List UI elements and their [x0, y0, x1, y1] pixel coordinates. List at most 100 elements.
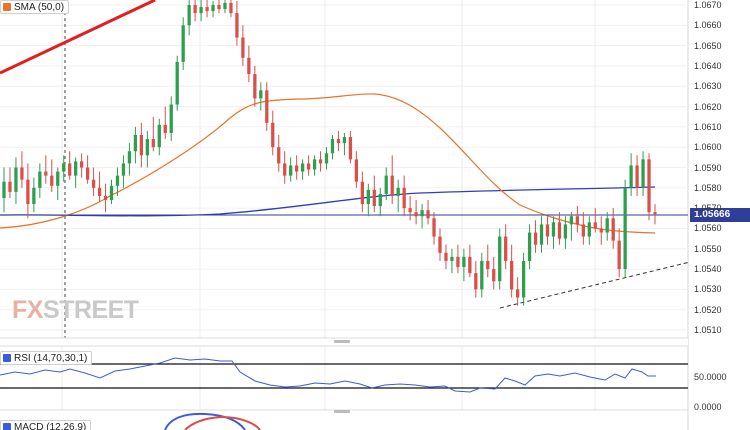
price-tick-label: 1.0510: [694, 325, 722, 335]
rsi-line: [0, 357, 656, 393]
candle-up: [38, 171, 42, 188]
candle-up: [450, 256, 454, 261]
macd-line: [164, 412, 246, 430]
candle-up: [115, 175, 120, 186]
current-price-badge: 1.05666: [690, 208, 750, 222]
candle-down: [336, 139, 341, 144]
panel-resize-handle-icon: [334, 340, 350, 343]
candle-down: [504, 236, 508, 261]
candle-up: [56, 171, 60, 186]
candle-down: [617, 240, 621, 270]
candle-down: [97, 187, 102, 196]
candle-down: [253, 74, 257, 99]
sma-short-line: [0, 93, 656, 234]
candle-up: [181, 25, 185, 62]
price-tick-label: 1.0560: [694, 223, 722, 234]
candle-up: [384, 175, 388, 194]
candle-down: [295, 165, 299, 172]
candle-down: [486, 260, 490, 270]
price-tick-label: 1.0550: [694, 243, 722, 254]
candle-up: [330, 139, 335, 154]
price-tick-label: 1.0660: [694, 20, 722, 31]
sma-legend[interactable]: SMA (50,0): [0, 0, 70, 14]
candle-down: [456, 256, 460, 268]
candle-up: [498, 236, 502, 282]
candle-down: [360, 181, 364, 205]
fxstreet-watermark-logo: FXSTREET: [12, 296, 139, 324]
candle-down: [79, 161, 84, 168]
price-tick-label: 1.0610: [694, 121, 722, 132]
candle-up: [223, 2, 227, 10]
candle-up: [62, 163, 66, 172]
candle-down: [26, 179, 30, 205]
sma-legend-label: SMA (50,0): [14, 1, 65, 13]
candle-down: [205, 7, 209, 12]
candle-up: [14, 167, 18, 192]
candle-up: [539, 224, 544, 245]
candle-up: [289, 165, 293, 176]
candle-up: [396, 187, 400, 196]
candle-up: [32, 187, 36, 205]
candle-up: [462, 256, 466, 268]
candle-up: [342, 137, 347, 144]
candle-down: [581, 224, 585, 237]
candle-up: [211, 5, 215, 12]
candle-down: [468, 256, 472, 274]
candle-down: [426, 210, 430, 219]
sma-long-line: [0, 186, 656, 217]
candle-down: [635, 165, 639, 188]
price-tick-label: 1.0620: [694, 101, 722, 112]
candle-down: [390, 175, 394, 196]
candle-down: [557, 222, 562, 239]
candle-up: [127, 151, 132, 164]
candle-up: [378, 193, 382, 207]
candle-down: [68, 163, 72, 176]
sma-swatch-icon: [3, 3, 11, 11]
candle-down: [103, 195, 108, 200]
candle-down: [492, 269, 496, 282]
candle-up: [563, 224, 568, 239]
candle-down: [277, 147, 281, 164]
price-tick-label: 1.0540: [694, 264, 722, 275]
price-tick-label: 1.0630: [694, 81, 722, 92]
candle-up: [145, 139, 149, 156]
rsi-tick-label: 50.0000: [694, 372, 727, 382]
price-tick-label: 1.0640: [694, 60, 722, 71]
candle-up: [157, 124, 161, 148]
candle-down: [235, 13, 239, 38]
candle-up: [324, 153, 329, 164]
candle-down: [647, 159, 651, 213]
candle-down: [510, 260, 514, 290]
candle-up: [587, 222, 591, 237]
price-tick-label: 1.0520: [694, 304, 722, 315]
candle-up: [420, 210, 424, 217]
candle-down: [653, 212, 657, 215]
candle-up: [312, 159, 317, 170]
candle-down: [139, 135, 144, 156]
candle-down: [193, 5, 197, 14]
candle-down: [217, 5, 221, 10]
macd-legend[interactable]: MACD (12,26,9): [0, 420, 92, 430]
candle-down: [611, 218, 615, 241]
candle-up: [74, 161, 78, 176]
rsi-legend[interactable]: RSI (14,70,30,1): [0, 351, 93, 365]
candle-up: [605, 218, 609, 233]
candle-up: [521, 260, 526, 298]
candle-down: [402, 187, 406, 209]
price-tick-label: 1.0530: [694, 284, 722, 295]
candle-down: [348, 137, 353, 160]
red-trendline: [0, 0, 156, 75]
candle-down: [50, 175, 54, 186]
candle-down: [44, 171, 48, 176]
support-trendline: [499, 261, 691, 309]
candle-up: [551, 222, 556, 237]
candle-down: [91, 179, 96, 188]
candle-up: [2, 181, 6, 198]
candle-down: [444, 252, 448, 261]
candle-down: [593, 222, 597, 229]
candle-down: [533, 232, 538, 245]
candle-down: [20, 167, 24, 180]
candle-down: [265, 90, 269, 123]
macd-legend-label: MACD (12,26,9): [14, 421, 87, 430]
